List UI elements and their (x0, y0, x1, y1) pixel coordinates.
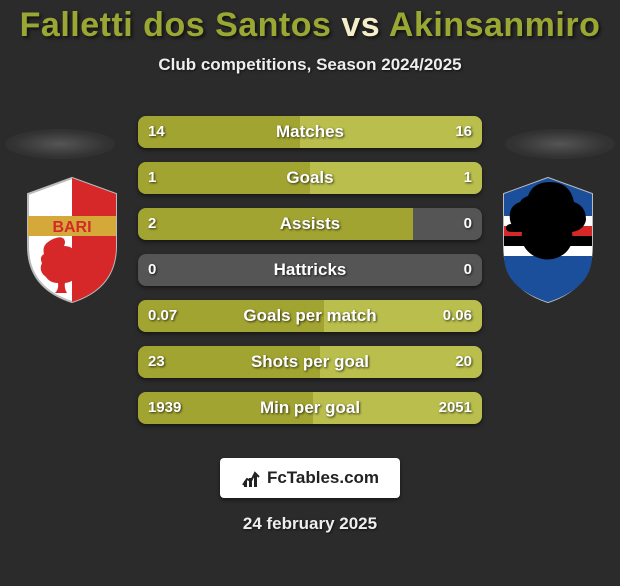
branding-text: FcTables.com (267, 468, 379, 488)
svg-text:BARI: BARI (52, 219, 91, 236)
chart-icon (241, 467, 263, 489)
stat-label: Hattricks (138, 254, 482, 286)
stat-row: 19392051Min per goal (138, 392, 482, 424)
stat-row: 0.070.06Goals per match (138, 300, 482, 332)
shadow-oval-right (505, 129, 615, 159)
stat-label: Min per goal (138, 392, 482, 424)
page-title: Falletti dos Santos vs Akinsanmiro (0, 6, 620, 45)
title-player1: Falletti dos Santos (20, 6, 332, 44)
subtitle: Club competitions, Season 2024/2025 (0, 55, 620, 75)
stats-block: 1416Matches 11Goals 20Assists 00Hattricks 0.… (138, 116, 482, 438)
team-crest-right (498, 176, 598, 304)
branding-badge: FcTables.com (220, 458, 400, 498)
bari-crest-icon: BARI (22, 176, 122, 304)
stat-row: 11Goals (138, 162, 482, 194)
stat-label: Goals (138, 162, 482, 194)
stat-row: 2320Shots per goal (138, 346, 482, 378)
stat-row: 20Assists (138, 208, 482, 240)
stat-row: 1416Matches (138, 116, 482, 148)
stat-row: 00Hattricks (138, 254, 482, 286)
shadow-oval-left (5, 129, 115, 159)
team-crest-left: BARI (22, 176, 122, 304)
date-text: 24 february 2025 (0, 514, 620, 534)
sampdoria-crest-icon (498, 176, 598, 304)
stat-label: Shots per goal (138, 346, 482, 378)
stat-label: Goals per match (138, 300, 482, 332)
title-player2: Akinsanmiro (389, 6, 600, 44)
stat-label: Matches (138, 116, 482, 148)
stat-label: Assists (138, 208, 482, 240)
title-vs: vs (341, 6, 380, 44)
